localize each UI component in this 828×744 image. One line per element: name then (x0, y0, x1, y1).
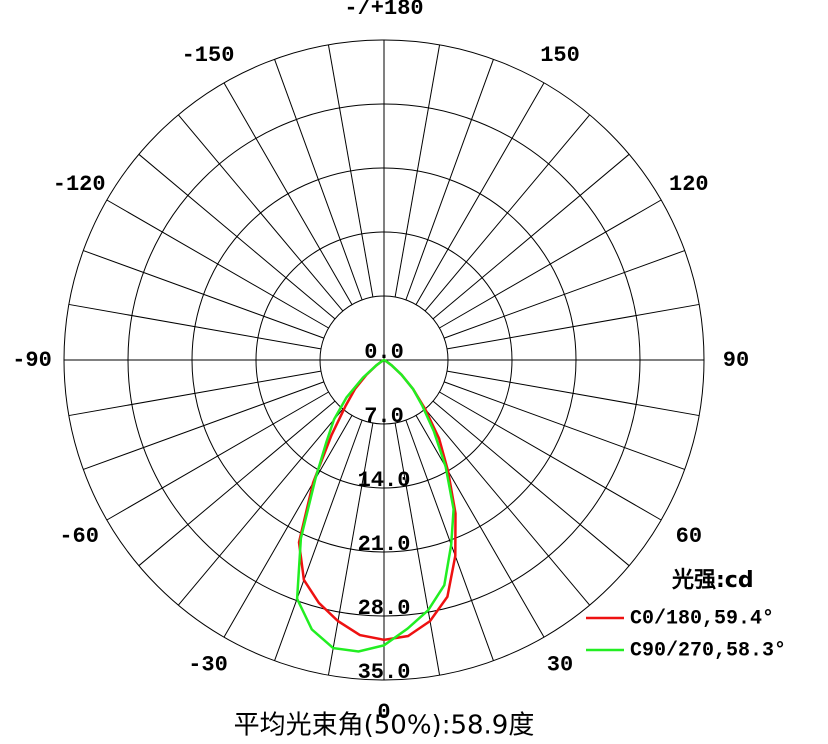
angle-label: -150 (182, 43, 235, 68)
angle-label: 30 (547, 653, 573, 678)
spoke (443, 250, 685, 339)
angle-grid-line (439, 199, 662, 329)
r-tick-label: 35.0 (358, 660, 411, 685)
angle-grid-line (106, 199, 329, 329)
spoke (327, 422, 374, 676)
spoke (432, 400, 630, 567)
spoke (446, 303, 700, 350)
spoke (446, 370, 700, 417)
spoke (274, 59, 363, 301)
angle-label: 90 (723, 348, 749, 373)
spoke (274, 419, 363, 661)
angle-label: 150 (540, 43, 580, 68)
r-tick-label: 28.0 (358, 596, 411, 621)
spoke (432, 153, 630, 320)
spoke (443, 381, 685, 470)
angle-label: -120 (53, 172, 106, 197)
spoke (424, 114, 591, 312)
angle-grid-line (223, 82, 353, 305)
angle-label: -30 (188, 653, 228, 678)
spoke (177, 114, 344, 312)
caption: 平均光束角(50%):58.9度 (234, 711, 535, 741)
angle-grid-line (106, 391, 329, 521)
angle-label: 60 (676, 524, 702, 549)
spoke (394, 422, 441, 676)
r-tick-label: 0.0 (364, 340, 404, 365)
angle-label: -60 (59, 524, 99, 549)
legend-label: C90/270,58.3° (630, 639, 786, 662)
spoke (177, 408, 344, 606)
legend-label: C0/180,59.4° (630, 607, 774, 630)
angle-grid-line (439, 391, 662, 521)
intensity-curve (295, 358, 455, 653)
spoke (68, 303, 322, 350)
angle-grid-line (223, 415, 353, 638)
spoke (394, 44, 441, 298)
spoke (138, 153, 336, 320)
spoke (68, 370, 322, 417)
spoke (138, 400, 336, 567)
spoke (327, 44, 374, 298)
angle-label: -90 (12, 348, 52, 373)
angle-grid-line (415, 82, 545, 305)
spoke (424, 408, 591, 606)
spoke (405, 59, 494, 301)
angle-grid-line (415, 415, 545, 638)
angle-label: -/+180 (344, 0, 423, 21)
spoke (83, 381, 325, 470)
r-tick-label: 7.0 (364, 404, 404, 429)
angle-label: 120 (669, 172, 709, 197)
spoke (83, 250, 325, 339)
r-tick-label: 14.0 (358, 468, 411, 493)
r-tick-label: 21.0 (358, 532, 411, 557)
spoke (405, 419, 494, 661)
angle-label: 0 (377, 700, 390, 725)
legend-title: 光强:cd (671, 568, 754, 593)
